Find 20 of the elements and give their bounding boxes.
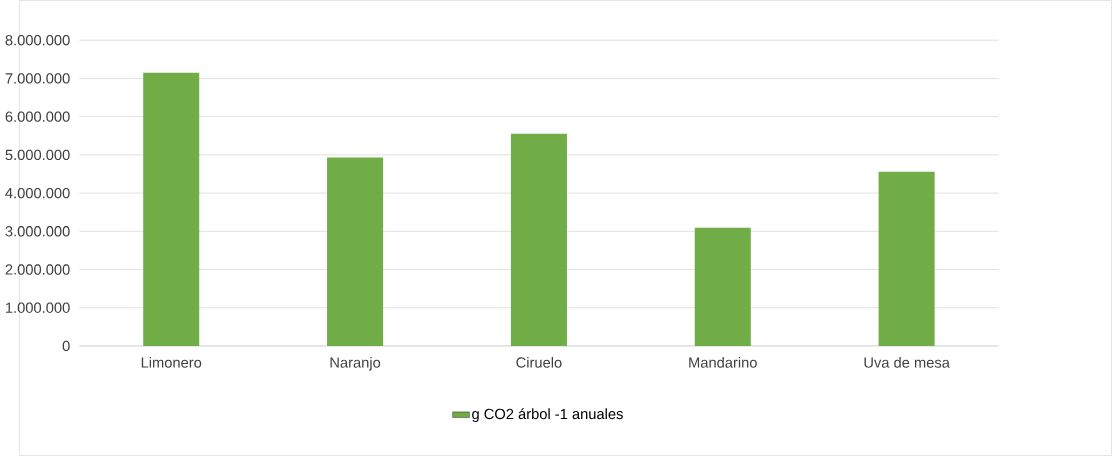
y-tick-label: 5.000.000 bbox=[5, 149, 70, 161]
bar bbox=[878, 171, 935, 346]
y-tick-label: 3.000.000 bbox=[5, 226, 70, 237]
y-tick-label: 7.000.000 bbox=[5, 73, 70, 84]
y-tick-label: 2.000.000 bbox=[5, 264, 70, 275]
y-tick-label: 0 bbox=[62, 340, 70, 352]
y-tick-label: 6.000.000 bbox=[5, 111, 70, 122]
bar bbox=[143, 72, 200, 346]
x-tick-label: Mandarino bbox=[689, 356, 757, 368]
bar bbox=[510, 133, 567, 346]
x-tick-label: Ciruelo bbox=[516, 356, 562, 368]
y-tick-label: 8.000.000 bbox=[5, 35, 70, 46]
legend-label: g CO2 árbol -1 anuales bbox=[472, 408, 623, 423]
y-tick-label: 1.000.000 bbox=[6, 302, 70, 313]
x-tick-label: Uva de mesa bbox=[864, 356, 950, 368]
bar bbox=[327, 157, 384, 346]
bar bbox=[694, 227, 751, 346]
y-tick-label: 4.000.000 bbox=[5, 187, 70, 199]
x-tick-label: Naranjo bbox=[330, 356, 381, 371]
x-tick-label: Limonero bbox=[141, 356, 202, 368]
